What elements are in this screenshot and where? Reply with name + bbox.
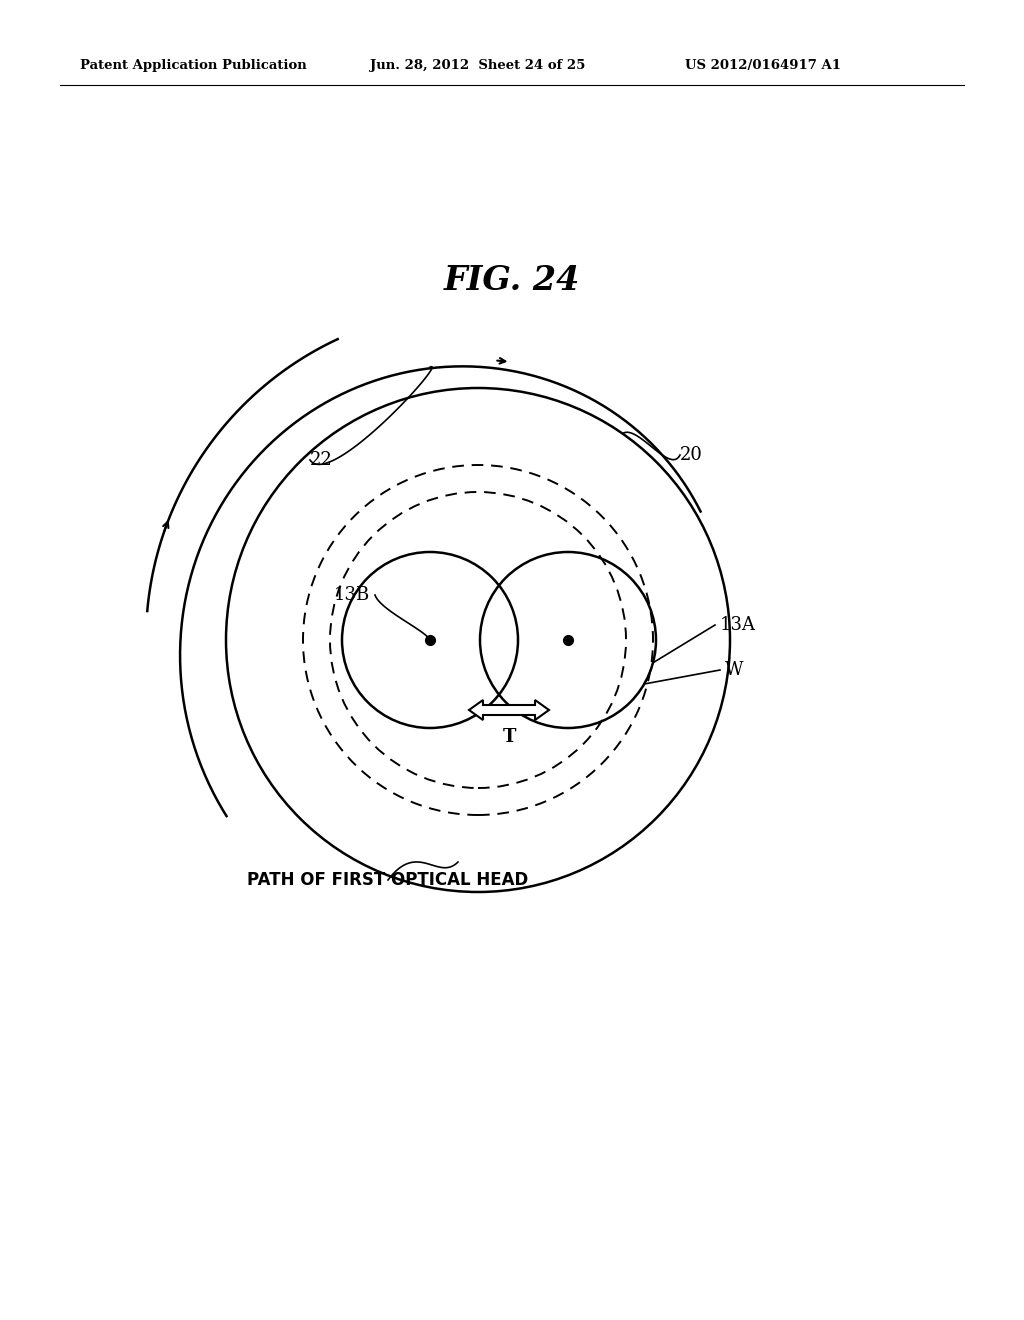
Polygon shape: [469, 700, 549, 719]
Text: 13A: 13A: [720, 616, 756, 634]
Text: Jun. 28, 2012  Sheet 24 of 25: Jun. 28, 2012 Sheet 24 of 25: [370, 58, 586, 71]
Text: PATH OF FIRST OPTICAL HEAD: PATH OF FIRST OPTICAL HEAD: [248, 871, 528, 888]
Text: 22: 22: [310, 451, 333, 469]
Text: 20: 20: [680, 446, 702, 465]
Text: T: T: [503, 729, 516, 746]
Text: FIG. 24: FIG. 24: [443, 264, 581, 297]
Text: 13B: 13B: [334, 586, 370, 605]
Text: W: W: [725, 661, 743, 678]
Text: US 2012/0164917 A1: US 2012/0164917 A1: [685, 58, 841, 71]
Text: Patent Application Publication: Patent Application Publication: [80, 58, 307, 71]
